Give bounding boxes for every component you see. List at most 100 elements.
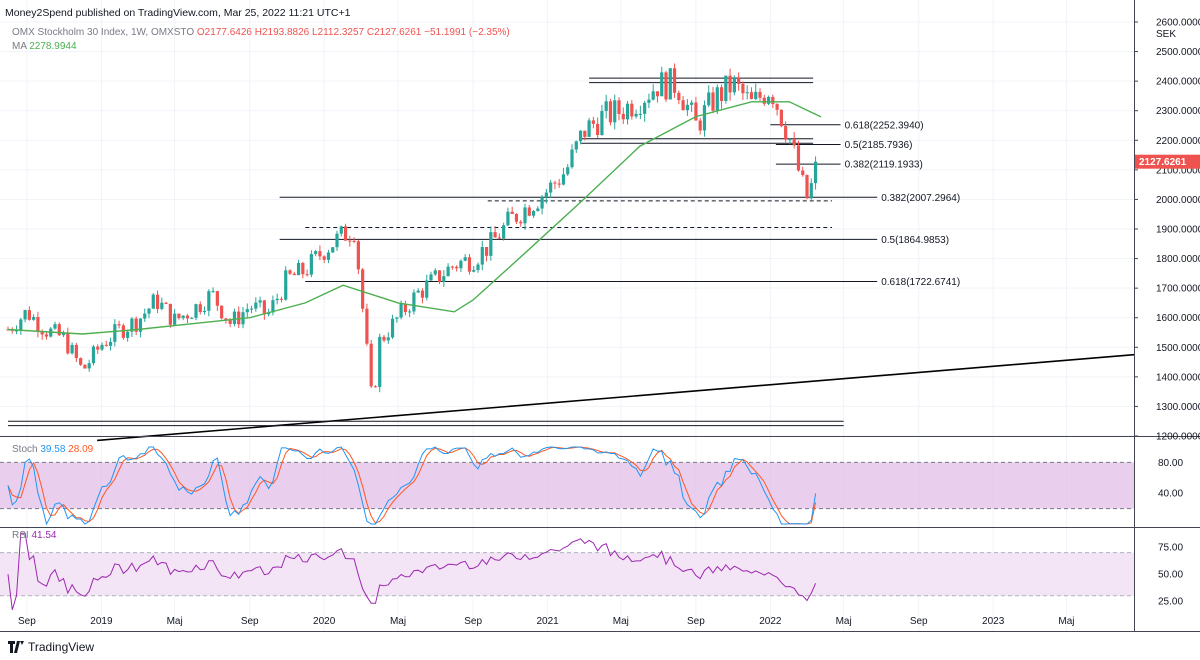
candle-body — [809, 183, 813, 199]
candle-body — [395, 317, 399, 319]
candle-body — [493, 232, 497, 238]
candle-body — [254, 302, 258, 309]
stoch-tick-label: 80.00 — [1158, 458, 1183, 469]
candle-body — [672, 68, 677, 93]
candle-body — [472, 269, 476, 272]
fib-level-label: 0.382(2007.2964) — [881, 193, 960, 204]
candle-body — [805, 174, 809, 199]
candle-body — [638, 113, 642, 115]
candle-body — [74, 344, 78, 359]
candle-body — [194, 304, 198, 318]
candle-body — [630, 103, 634, 117]
candle-body — [279, 298, 284, 300]
candle-body — [296, 262, 301, 276]
candle-body — [561, 174, 566, 185]
y-tick-label: 1400.0000 — [1156, 372, 1200, 383]
candle-body — [574, 141, 578, 150]
candle-body — [143, 313, 147, 319]
candle-body — [416, 290, 420, 293]
candle-body — [455, 266, 459, 269]
candle-body — [617, 100, 621, 114]
candle-body — [536, 208, 540, 211]
candle-body — [531, 210, 536, 216]
candle-body — [694, 102, 698, 121]
candle-body — [506, 211, 510, 226]
candle-body — [258, 300, 262, 303]
tradingview-logo-icon — [8, 641, 24, 653]
candle-body — [685, 104, 689, 111]
candle-body — [702, 105, 707, 131]
candle-body — [784, 126, 788, 140]
candle-body — [288, 270, 292, 274]
candle-body — [70, 344, 74, 354]
candle-body — [382, 336, 386, 341]
candle-body — [53, 324, 57, 329]
candle-body — [369, 343, 373, 387]
candle-body — [467, 257, 472, 272]
candle-body — [762, 97, 766, 104]
tradingview-brand[interactable]: TradingView — [8, 640, 94, 654]
last-price-label: 2127.6261 — [1139, 157, 1187, 168]
x-tick-label: Maj — [167, 616, 183, 627]
indicator-bands — [0, 461, 1134, 597]
ma-label: MA — [12, 41, 27, 52]
rsi-value: 41.54 — [31, 530, 57, 541]
candle-body — [19, 319, 23, 331]
y-tick-label: 1600.0000 — [1156, 313, 1200, 324]
candle-body — [335, 233, 339, 248]
candle-body — [309, 254, 313, 275]
candle-body — [749, 92, 754, 100]
candle-body — [523, 207, 527, 224]
y-tick-label: 1900.0000 — [1156, 225, 1200, 236]
x-tick-label: Maj — [1058, 616, 1074, 627]
candle-body — [147, 308, 151, 314]
candle-body — [284, 270, 288, 300]
candle-body — [113, 324, 117, 342]
candle-body — [160, 302, 164, 309]
candle-body — [245, 309, 249, 313]
candle-body — [801, 170, 805, 175]
indicator-lines — [7, 446, 817, 610]
candle-body — [44, 334, 49, 337]
candle-body — [412, 292, 416, 312]
candle-body — [207, 291, 211, 311]
candle-body — [190, 317, 194, 319]
candle-body — [173, 313, 177, 325]
candle-body — [61, 332, 66, 336]
y-tick-label: 2100.0000 — [1156, 165, 1200, 176]
x-tick-label: Maj — [390, 616, 406, 627]
x-tick-label: 2019 — [90, 616, 113, 627]
candle-body — [138, 318, 143, 332]
candle-body — [237, 311, 241, 325]
candle-body — [664, 72, 668, 100]
horizontal-levels: 0.618(2252.3940) 0.5(2185.7936) 0.382(2119… — [8, 77, 960, 427]
y-tick-label: 1300.0000 — [1156, 402, 1200, 413]
candle-body — [322, 256, 326, 260]
rsi-line — [7, 532, 817, 610]
y-tick-label: 1800.0000 — [1156, 254, 1200, 265]
candle-body — [134, 318, 138, 332]
candle-body — [775, 103, 779, 110]
stoch-d-line — [7, 446, 817, 525]
x-tick-label: Sep — [241, 616, 259, 627]
x-tick-label: 2023 — [982, 616, 1005, 627]
candle-body — [583, 130, 587, 137]
candle-body — [792, 139, 796, 146]
candle-body — [681, 100, 685, 111]
x-tick-label: 2020 — [313, 616, 336, 627]
currency-label: SEK — [1156, 29, 1176, 40]
candle-body — [121, 325, 125, 338]
candle-body — [292, 273, 296, 276]
candle-body — [66, 332, 70, 354]
candle-body — [758, 91, 762, 98]
candle-body — [707, 92, 711, 106]
candle-body — [737, 77, 741, 84]
x-tick-label: 2022 — [759, 616, 782, 627]
last-price-tag — [1135, 154, 1200, 169]
candle-body — [779, 109, 783, 127]
candle-body — [502, 225, 506, 239]
trendline — [97, 353, 1135, 442]
candle-body — [361, 269, 365, 309]
candle-body — [378, 336, 382, 387]
candles — [6, 63, 818, 393]
